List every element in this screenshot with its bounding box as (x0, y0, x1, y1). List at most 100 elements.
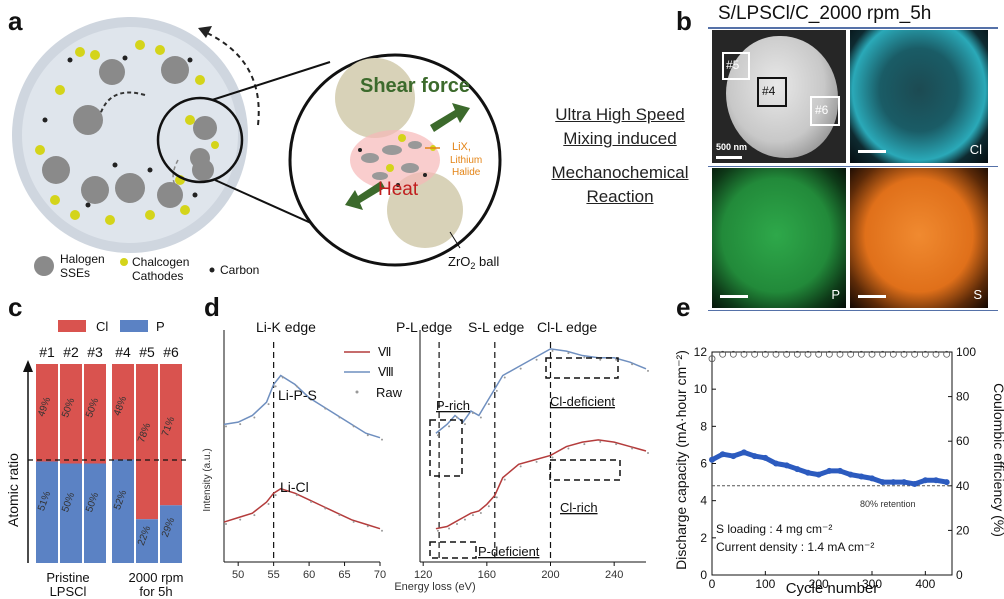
ce-point-5 (761, 350, 769, 358)
heat-label: Heat (378, 179, 419, 200)
capacity-point-11 (826, 467, 833, 474)
capacity-point-19 (911, 480, 918, 487)
e-x-tick-label-2: 200 (809, 577, 829, 591)
d-right-series-0 (435, 348, 647, 434)
bar-cl-3 (84, 364, 106, 464)
ce-point-22 (943, 350, 951, 358)
roi-label-5: #5 (726, 58, 740, 72)
e-yr-tick-label-3: 60 (956, 434, 970, 448)
eds-s-map: S (850, 168, 988, 308)
d-right-raw-1-15 (615, 443, 618, 446)
bar-category-2: #2 (63, 344, 79, 360)
zro2-label: ZrO2 ball (448, 254, 499, 271)
cl-l-edge-label: Cl-L edge (537, 319, 597, 335)
capacity-point-18 (901, 479, 907, 486)
d-left-raw-1-3 (267, 503, 270, 506)
e-yr-tick-label-0: 0 (956, 568, 963, 582)
zro2-ball-top (335, 58, 415, 138)
ce-point-19 (911, 350, 919, 358)
e-ylabel-left: Discharge capacity (mA·hour cm⁻²) (673, 350, 689, 570)
annotation-box-1 (545, 357, 619, 379)
d-xlabel: Energy loss (eV) (394, 581, 475, 593)
ce-point-18 (900, 350, 908, 358)
d-right-raw-0-0 (436, 434, 439, 437)
c-group2-line1: 2000 rpm (129, 570, 184, 585)
ce-point-10 (815, 350, 823, 358)
capacity-point-9 (805, 469, 811, 476)
legend-viii-text: Ⅷ (378, 365, 394, 379)
ce-point-9 (804, 350, 812, 358)
bar-p-4 (112, 459, 134, 563)
ce-point-17 (889, 350, 897, 358)
d-left-tick-label-4: 70 (374, 569, 386, 581)
d-right-tick-label-2: 200 (541, 569, 559, 581)
li-cl-label: Li-Cl (280, 479, 309, 495)
e-xlabel: Cycle number (786, 580, 879, 597)
d-left-tick-label-2: 60 (303, 569, 315, 581)
d-right-raw-1-6 (487, 505, 490, 508)
bar-cl-4 (112, 364, 134, 460)
e-yl-tick-label-5: 10 (694, 382, 708, 396)
e-yl-tick-label-6: 12 (694, 345, 708, 359)
d-left-raw-1-8 (324, 507, 327, 510)
d-right-raw-1-11 (551, 456, 554, 459)
halogen-legend-icon (34, 256, 54, 276)
panel-letter-d: d (204, 292, 220, 322)
halogen-particles (42, 56, 217, 208)
d-right-raw-1-9 (519, 465, 522, 468)
ce-point-0 (708, 355, 716, 363)
annotation-box-3 (429, 541, 477, 559)
d-left-series-1 (223, 487, 381, 530)
panel-letter-e: e (676, 292, 691, 322)
e-x-tick-label-1: 100 (755, 577, 775, 591)
bar-category-6: #6 (163, 344, 179, 360)
d-right-raw-1-13 (583, 443, 586, 446)
chalcogen-particles (35, 40, 219, 225)
bar-p-6 (160, 505, 182, 563)
roi-box-6 (810, 96, 840, 126)
e-ylabel-right: Coulombic efficiency (%) (991, 383, 1004, 537)
capacity-point-6 (773, 460, 779, 467)
ce-point-2 (729, 350, 737, 358)
ce-point-11 (825, 350, 833, 358)
bar-cl-1 (36, 364, 58, 462)
eds-s-label: S (973, 287, 982, 302)
d-left-raw-1-0 (225, 523, 227, 526)
d-right-raw-0-13 (583, 356, 586, 359)
e-x-tick-label-4: 400 (915, 577, 935, 591)
mid-text-1: Ultra High Speed (555, 105, 685, 124)
d-right-raw-0-7 (495, 389, 498, 392)
roi-label-6: #6 (815, 103, 829, 117)
e-yr-tick-label-1: 20 (956, 523, 970, 537)
bar-cl-6 (160, 364, 182, 506)
d-right-raw-1-14 (599, 440, 602, 443)
ce-point-16 (879, 350, 887, 358)
p-rich-label: P-rich (436, 398, 470, 413)
capacity-point-7 (783, 462, 790, 469)
d-right-raw-0-9 (519, 367, 522, 370)
d-right-tick-label-3: 240 (605, 569, 623, 581)
d-left-raw-0-11 (366, 434, 369, 437)
d-left-raw-1-1 (239, 518, 242, 521)
d-left-raw-0-10 (352, 425, 355, 428)
mid-text-3: Mechanochemical (551, 163, 689, 182)
capacity-point-1 (719, 451, 726, 458)
panel-d-chart: Li-K edge P-L edge S-L edge Cl-L edge Ⅶ … (202, 319, 649, 593)
bar-category-3: #3 (87, 344, 103, 360)
d-left-tick-label-0: 50 (232, 569, 244, 581)
d-left-raw-0-7 (310, 398, 313, 401)
capacity-point-2 (730, 453, 737, 460)
d-right-raw-0-15 (615, 358, 618, 361)
bar-p-3 (84, 463, 106, 563)
legend-raw-dot (355, 390, 359, 394)
capacity-point-21 (933, 477, 939, 484)
d-right-raw-0-1 (448, 425, 451, 428)
bar-category-1: #1 (39, 344, 55, 360)
d-left-raw-1-12 (381, 529, 383, 532)
d-left-raw-1-7 (310, 500, 313, 503)
e-yl-tick-label-3: 6 (700, 457, 707, 471)
cl-deficient-label: Cl-deficient (550, 394, 615, 409)
panel-letter-a: a (8, 6, 23, 36)
legend-p-swatch (120, 320, 148, 332)
bar-p-1 (36, 461, 58, 563)
